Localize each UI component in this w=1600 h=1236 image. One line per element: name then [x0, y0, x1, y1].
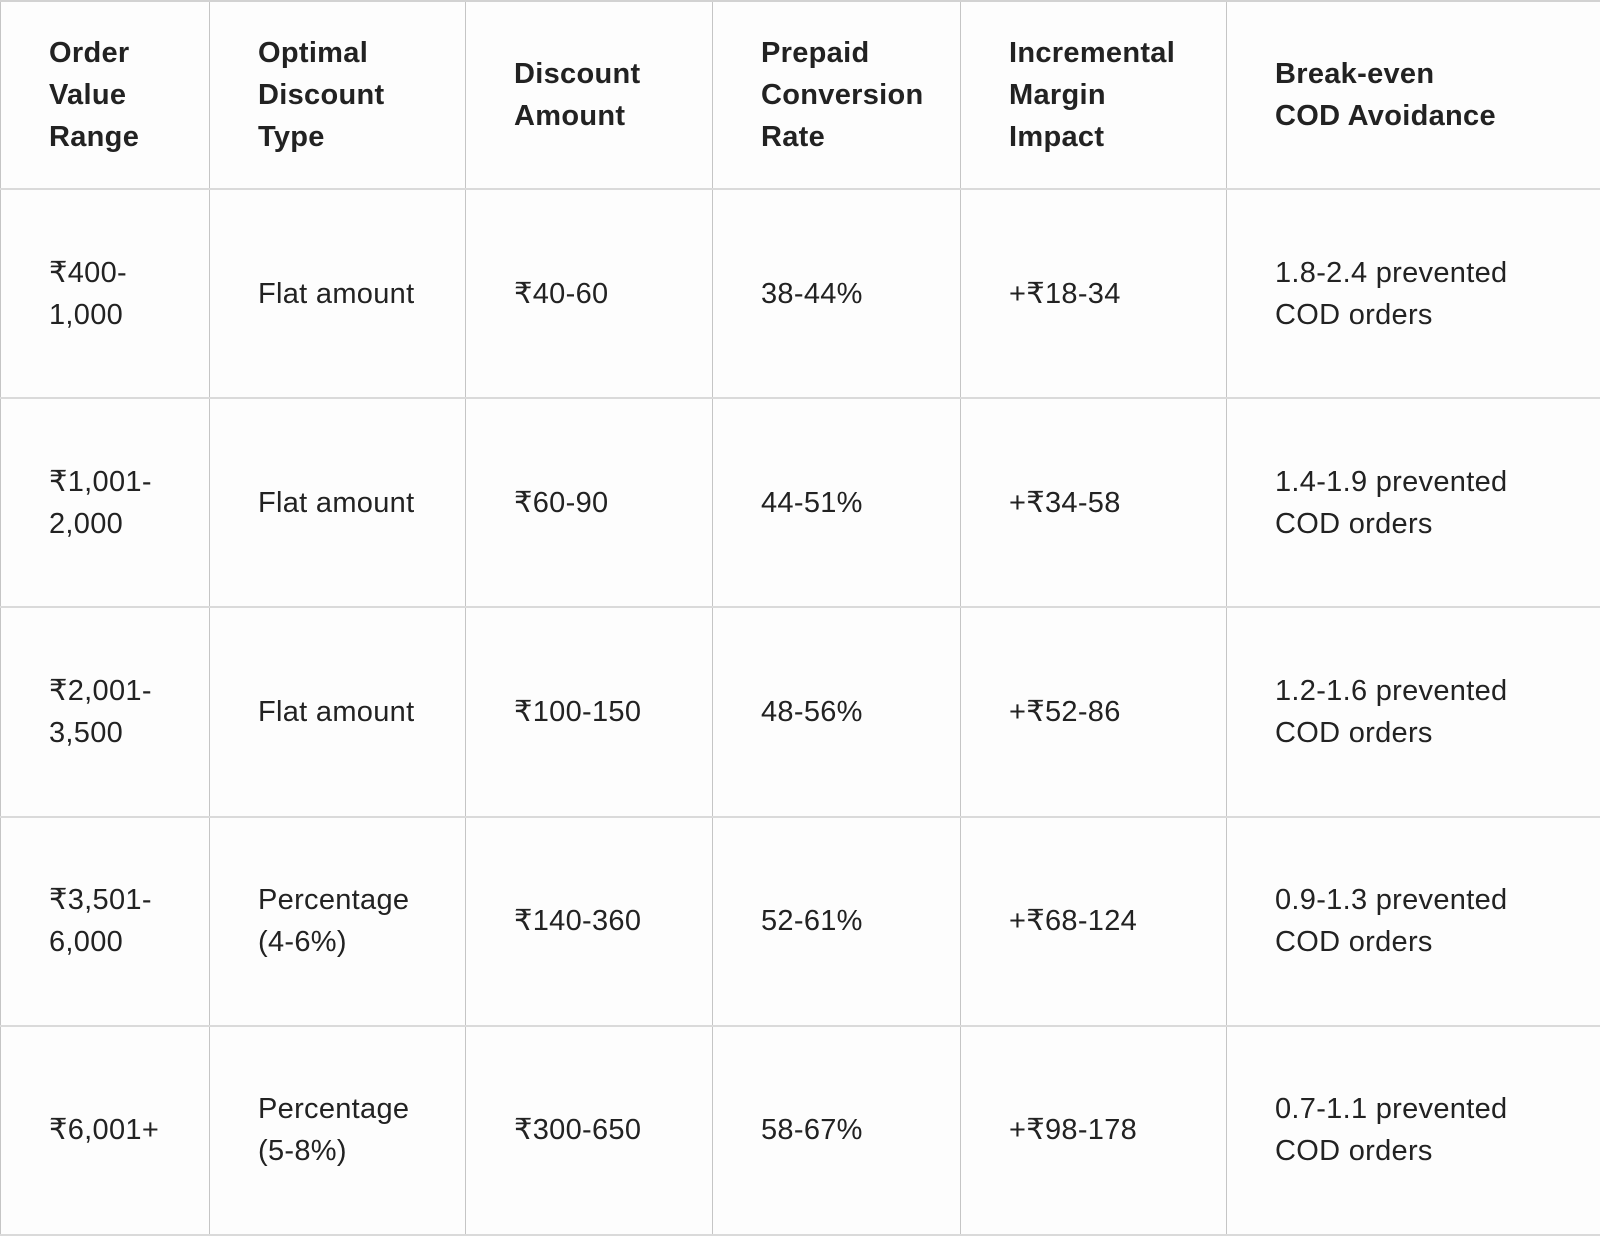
table-header-row: Order Value Range Optimal Discount Type … [0, 1, 1600, 190]
cell-optimal-discount-type: Percentage (4-6%) [209, 816, 466, 1027]
table-row: ₹3,501-6,000 Percentage (4-6%) ₹140-360 … [0, 816, 1600, 1027]
table-row: ₹400-1,000 Flat amount ₹40-60 38-44% +₹1… [0, 189, 1600, 400]
table-header: Order Value Range Optimal Discount Type … [0, 1, 1600, 190]
table-row: ₹6,001+ Percentage (5-8%) ₹300-650 58-67… [0, 1025, 1600, 1236]
cell-order-value-range: ₹400-1,000 [0, 189, 210, 400]
cell-incremental-margin-impact: +₹68-124 [960, 816, 1227, 1027]
cell-break-even-cod-avoidance: 1.2-1.6 prevented COD orders [1226, 607, 1600, 818]
cell-optimal-discount-type: Flat amount [209, 607, 466, 818]
cell-prepaid-conversion-rate: 48-56% [712, 607, 961, 818]
cell-incremental-margin-impact: +₹34-58 [960, 398, 1227, 609]
column-header-optimal-discount-type: Optimal Discount Type [209, 1, 466, 190]
cell-order-value-range: ₹6,001+ [0, 1025, 210, 1236]
cell-break-even-cod-avoidance: 1.4-1.9 prevented COD orders [1226, 398, 1600, 609]
cell-prepaid-conversion-rate: 44-51% [712, 398, 961, 609]
cell-prepaid-conversion-rate: 38-44% [712, 189, 961, 400]
cell-order-value-range: ₹1,001-2,000 [0, 398, 210, 609]
cell-break-even-cod-avoidance: 0.9-1.3 prevented COD orders [1226, 816, 1600, 1027]
cell-optimal-discount-type: Percentage (5-8%) [209, 1025, 466, 1236]
column-header-incremental-margin-impact: Incremental Margin Impact [960, 1, 1227, 190]
cell-break-even-cod-avoidance: 1.8-2.4 prevented COD orders [1226, 189, 1600, 400]
table-body: ₹400-1,000 Flat amount ₹40-60 38-44% +₹1… [0, 189, 1600, 1236]
cell-order-value-range: ₹2,001-3,500 [0, 607, 210, 818]
cell-incremental-margin-impact: +₹18-34 [960, 189, 1227, 400]
cell-prepaid-conversion-rate: 52-61% [712, 816, 961, 1027]
cell-order-value-range: ₹3,501-6,000 [0, 816, 210, 1027]
column-header-break-even-cod-avoidance: Break-even COD Avoidance [1226, 1, 1600, 190]
cell-optimal-discount-type: Flat amount [209, 189, 466, 400]
table-row: ₹1,001-2,000 Flat amount ₹60-90 44-51% +… [0, 398, 1600, 609]
cell-discount-amount: ₹140-360 [465, 816, 713, 1027]
cell-optimal-discount-type: Flat amount [209, 398, 466, 609]
cell-incremental-margin-impact: +₹98-178 [960, 1025, 1227, 1236]
cell-discount-amount: ₹40-60 [465, 189, 713, 400]
column-header-prepaid-conversion-rate: Prepaid Conversion Rate [712, 1, 961, 190]
cell-break-even-cod-avoidance: 0.7-1.1 prevented COD orders [1226, 1025, 1600, 1236]
cell-incremental-margin-impact: +₹52-86 [960, 607, 1227, 818]
cell-prepaid-conversion-rate: 58-67% [712, 1025, 961, 1236]
cell-discount-amount: ₹60-90 [465, 398, 713, 609]
column-header-discount-amount: Discount Amount [465, 1, 713, 190]
cell-discount-amount: ₹300-650 [465, 1025, 713, 1236]
column-header-order-value-range: Order Value Range [0, 1, 210, 190]
table-row: ₹2,001-3,500 Flat amount ₹100-150 48-56%… [0, 607, 1600, 818]
cell-discount-amount: ₹100-150 [465, 607, 713, 818]
